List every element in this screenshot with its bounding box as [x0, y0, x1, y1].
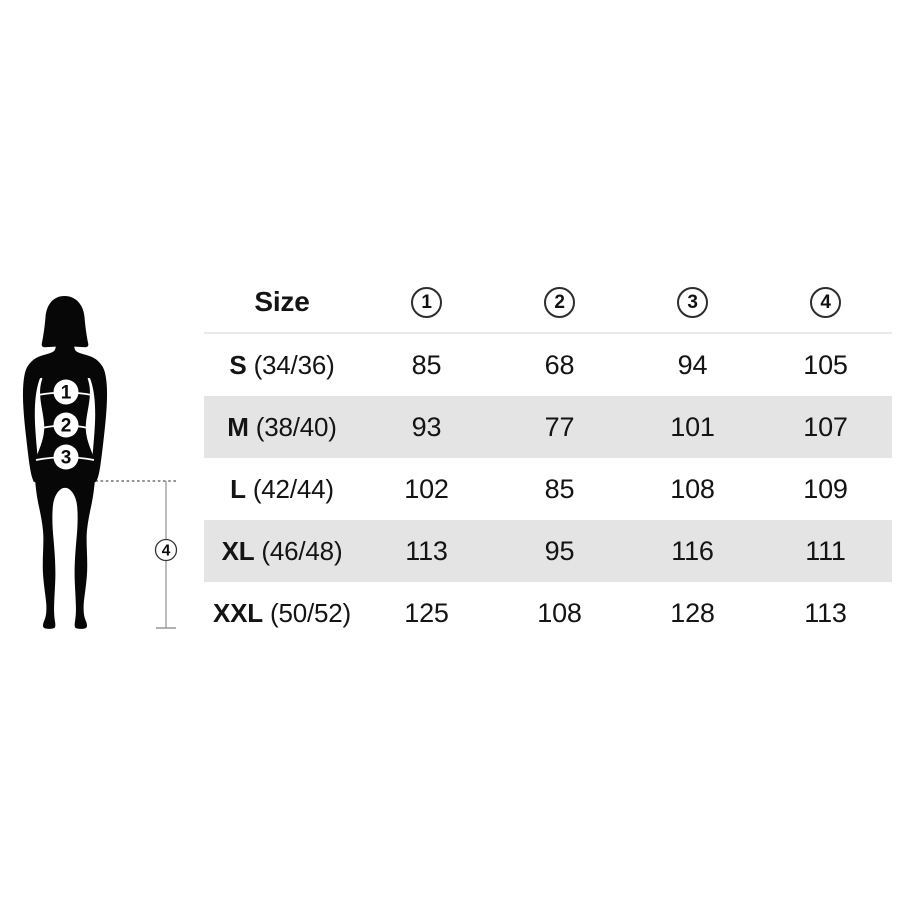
circled-number-2-icon: 2 [544, 287, 575, 318]
value-cell: 77 [544, 411, 575, 442]
size-table: Size 1 2 3 4 S (34/36) 85 68 94 105 [204, 272, 892, 644]
female-silhouette-svg: 1 2 3 4 [22, 296, 178, 629]
value-cell: 111 [805, 535, 846, 566]
marker-3: 3 [53, 444, 79, 470]
size-range: (34/36) [253, 349, 335, 380]
size-cell: M (38/40) [204, 414, 360, 441]
value-cell: 105 [803, 349, 848, 380]
size-cell: S (34/36) [204, 352, 360, 379]
table-header-row: Size 1 2 3 4 [204, 272, 892, 334]
body-measurement-figure: 1 2 3 4 [0, 288, 190, 648]
header-measure-1: 1 [360, 286, 493, 318]
size-range: (38/40) [255, 411, 337, 442]
size-range: (46/48) [261, 535, 343, 566]
size-label: S [229, 349, 247, 380]
marker-3-circle [53, 444, 79, 470]
marker-4: 4 [154, 538, 178, 562]
marker-4-circle [154, 538, 178, 562]
value-cell: 68 [544, 349, 575, 380]
value-cell: 109 [803, 473, 848, 504]
table-row-m: M (38/40) 93 77 101 107 [204, 396, 892, 458]
value-cell: 94 [677, 349, 708, 380]
value-cell: 113 [405, 535, 448, 566]
marker-1: 1 [53, 379, 79, 405]
header-measure-4: 4 [759, 286, 892, 318]
table-row-l: L (42/44) 102 85 108 109 [204, 458, 892, 520]
marker-1-label: 1 [61, 383, 72, 404]
size-label: M [227, 411, 249, 442]
size-label: XXL [213, 597, 263, 628]
table-row-xxl: XXL (50/52) 125 108 128 113 [204, 582, 892, 644]
value-cell: 101 [670, 411, 715, 442]
value-cell: 116 [671, 535, 714, 566]
header-size-label: Size [254, 286, 310, 317]
value-cell: 125 [404, 597, 449, 628]
size-cell: L (42/44) [204, 476, 360, 503]
marker-2-label: 2 [61, 416, 72, 437]
marker-4-label: 4 [162, 543, 171, 560]
header-measure-3: 3 [626, 286, 759, 318]
value-cell: 108 [670, 473, 715, 504]
value-cell: 128 [670, 597, 715, 628]
circled-number-4-icon: 4 [810, 287, 841, 318]
table-row-xl: XL (46/48) 113 95 116 111 [204, 520, 892, 582]
value-cell: 95 [544, 535, 575, 566]
value-cell: 113 [804, 597, 847, 628]
table-row-s: S (34/36) 85 68 94 105 [204, 334, 892, 396]
size-cell: XL (46/48) [204, 538, 360, 565]
value-cell: 85 [544, 473, 575, 504]
marker-2: 2 [53, 412, 79, 438]
circled-number-3-icon: 3 [677, 287, 708, 318]
value-cell: 108 [537, 597, 582, 628]
value-cell: 93 [411, 411, 442, 442]
value-cell: 85 [411, 349, 442, 380]
size-cell: XXL (50/52) [204, 600, 360, 627]
circled-number-1-icon: 1 [411, 287, 442, 318]
header-measure-2: 2 [493, 286, 626, 318]
size-range: (42/44) [252, 473, 334, 504]
marker-1-circle [53, 379, 79, 405]
size-range: (50/52) [269, 597, 351, 628]
value-cell: 107 [803, 411, 848, 442]
marker-2-circle [53, 412, 79, 438]
marker-3-label: 3 [61, 448, 72, 469]
size-label: XL [221, 535, 255, 566]
size-label: L [230, 473, 246, 504]
value-cell: 102 [404, 473, 449, 504]
